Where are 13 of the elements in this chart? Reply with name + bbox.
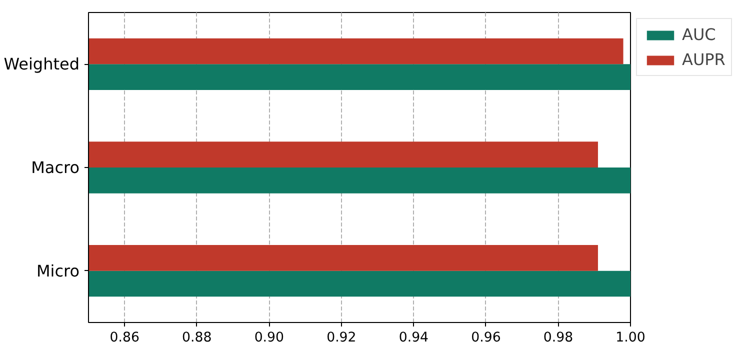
x-tick-label: 0.96 [471, 330, 501, 346]
x-tick-label: 0.86 [110, 330, 140, 346]
x-tick-label: 1.00 [616, 330, 646, 346]
x-tick-label: 0.92 [326, 330, 356, 346]
y-tick-label: Macro [31, 158, 80, 177]
x-tick-label: 0.94 [398, 330, 429, 346]
x-tick-label: 0.88 [182, 330, 212, 346]
x-tick-label: 0.98 [543, 330, 574, 346]
legend-label: AUC [682, 25, 716, 44]
y-tick-label: Micro [36, 261, 80, 280]
legend-label: AUPR [682, 50, 726, 69]
y-tick-label: Weighted [4, 54, 80, 74]
x-tick-label: 0.90 [254, 330, 284, 346]
